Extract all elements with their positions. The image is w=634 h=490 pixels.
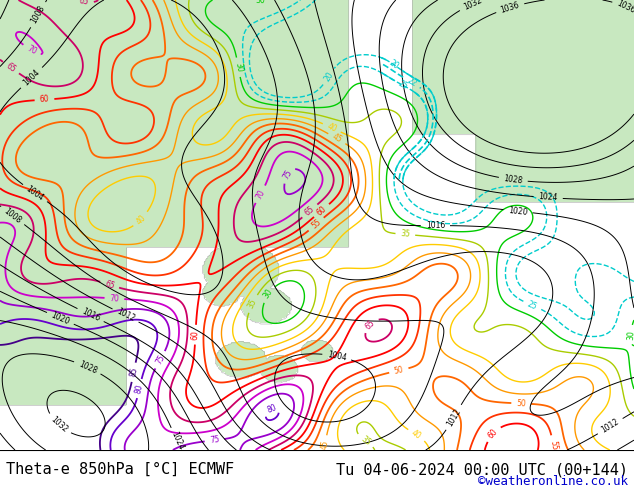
Text: 80: 80 bbox=[266, 403, 278, 416]
Text: 35: 35 bbox=[247, 297, 259, 310]
Text: 20: 20 bbox=[387, 58, 401, 72]
Text: 1012: 1012 bbox=[600, 417, 621, 435]
Text: 1012: 1012 bbox=[445, 407, 463, 428]
Text: 65: 65 bbox=[364, 318, 377, 331]
Text: 22: 22 bbox=[405, 76, 418, 89]
Text: 55: 55 bbox=[548, 440, 559, 450]
Text: 1036: 1036 bbox=[500, 0, 521, 15]
Text: 80: 80 bbox=[134, 383, 145, 394]
Text: 75: 75 bbox=[209, 435, 220, 445]
Text: 1024: 1024 bbox=[538, 193, 558, 203]
Text: 40: 40 bbox=[410, 429, 423, 441]
Text: 1028: 1028 bbox=[77, 359, 98, 375]
Text: 70: 70 bbox=[109, 294, 120, 303]
Text: 55: 55 bbox=[309, 218, 323, 231]
Text: 65: 65 bbox=[103, 279, 115, 291]
Text: 60: 60 bbox=[191, 330, 200, 340]
Text: 65: 65 bbox=[79, 0, 89, 6]
Text: 30: 30 bbox=[233, 62, 243, 73]
Text: 35: 35 bbox=[400, 229, 411, 239]
Text: 60: 60 bbox=[315, 204, 328, 217]
Text: 35: 35 bbox=[359, 434, 372, 447]
Text: 85: 85 bbox=[128, 367, 139, 378]
Text: 30: 30 bbox=[256, 0, 266, 5]
Text: 60: 60 bbox=[39, 95, 49, 104]
Text: 65: 65 bbox=[4, 61, 18, 74]
Text: ©weatheronline.co.uk: ©weatheronline.co.uk bbox=[477, 475, 628, 488]
Text: 1032: 1032 bbox=[462, 0, 484, 12]
Text: 45: 45 bbox=[320, 440, 330, 450]
Text: 30: 30 bbox=[262, 288, 275, 300]
Text: 40: 40 bbox=[134, 213, 148, 226]
Text: 45: 45 bbox=[330, 132, 344, 145]
Text: 1016: 1016 bbox=[80, 307, 101, 323]
Text: 25: 25 bbox=[526, 299, 538, 312]
Text: 1020: 1020 bbox=[508, 206, 528, 217]
Text: 1036: 1036 bbox=[616, 0, 634, 16]
Text: 1028: 1028 bbox=[503, 174, 523, 185]
Text: 1020: 1020 bbox=[49, 310, 71, 326]
Text: 1016: 1016 bbox=[426, 221, 445, 230]
Text: 40: 40 bbox=[325, 122, 338, 134]
Text: 60: 60 bbox=[486, 427, 500, 441]
Text: 50: 50 bbox=[393, 365, 404, 376]
Text: 65: 65 bbox=[303, 204, 316, 218]
Text: 1008: 1008 bbox=[29, 4, 47, 25]
Text: 75: 75 bbox=[154, 353, 166, 366]
Text: 1004: 1004 bbox=[25, 184, 46, 202]
Text: 1024: 1024 bbox=[169, 431, 185, 452]
Text: 30: 30 bbox=[626, 330, 634, 340]
Text: 70: 70 bbox=[254, 188, 267, 201]
Text: 75: 75 bbox=[281, 168, 294, 181]
Text: Tu 04-06-2024 00:00 UTC (00+144): Tu 04-06-2024 00:00 UTC (00+144) bbox=[335, 462, 628, 477]
Text: Theta-e 850hPa [°C] ECMWF: Theta-e 850hPa [°C] ECMWF bbox=[6, 462, 235, 477]
Text: 1032: 1032 bbox=[49, 415, 69, 435]
Text: 50: 50 bbox=[516, 399, 526, 408]
Text: 20: 20 bbox=[322, 70, 335, 83]
Text: 1012: 1012 bbox=[115, 307, 136, 324]
Text: 1004: 1004 bbox=[327, 350, 347, 363]
Text: 25: 25 bbox=[396, 79, 409, 92]
Text: 1008: 1008 bbox=[3, 206, 23, 225]
Text: 70: 70 bbox=[25, 44, 38, 56]
Text: 1004: 1004 bbox=[22, 68, 42, 88]
